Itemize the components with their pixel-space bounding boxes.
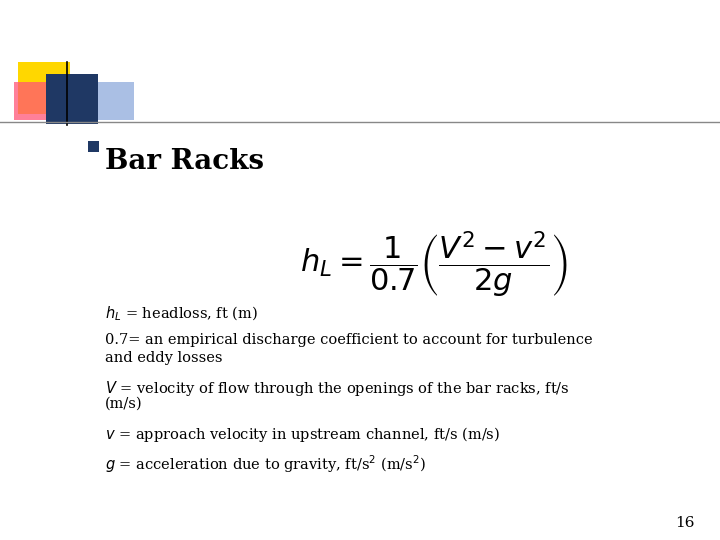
Bar <box>54 82 134 120</box>
Text: $V$ = velocity of flow through the openings of the bar racks, ft/s: $V$ = velocity of flow through the openi… <box>105 379 570 398</box>
Bar <box>46 74 98 124</box>
Bar <box>88 141 99 152</box>
Text: $v$ = approach velocity in upstream channel, ft/s (m/s): $v$ = approach velocity in upstream chan… <box>105 425 500 444</box>
Text: $g$ = acceleration due to gravity, ft/s$^2$ (m/s$^2$): $g$ = acceleration due to gravity, ft/s$… <box>105 453 426 475</box>
Text: $h_L = \dfrac{1}{0.7}\left(\dfrac{V^2 - v^2}{2g}\right)$: $h_L = \dfrac{1}{0.7}\left(\dfrac{V^2 - … <box>300 230 567 300</box>
Text: $h_L$ = headloss, ft (m): $h_L$ = headloss, ft (m) <box>105 305 258 323</box>
Text: Bar Racks: Bar Racks <box>105 148 264 175</box>
Text: 16: 16 <box>675 516 695 530</box>
Text: (m/s): (m/s) <box>105 397 143 411</box>
Bar <box>18 62 70 114</box>
Bar <box>14 82 62 120</box>
Text: 0.7= an empirical discharge coefficient to account for turbulence: 0.7= an empirical discharge coefficient … <box>105 333 593 347</box>
Text: and eddy losses: and eddy losses <box>105 351 222 365</box>
